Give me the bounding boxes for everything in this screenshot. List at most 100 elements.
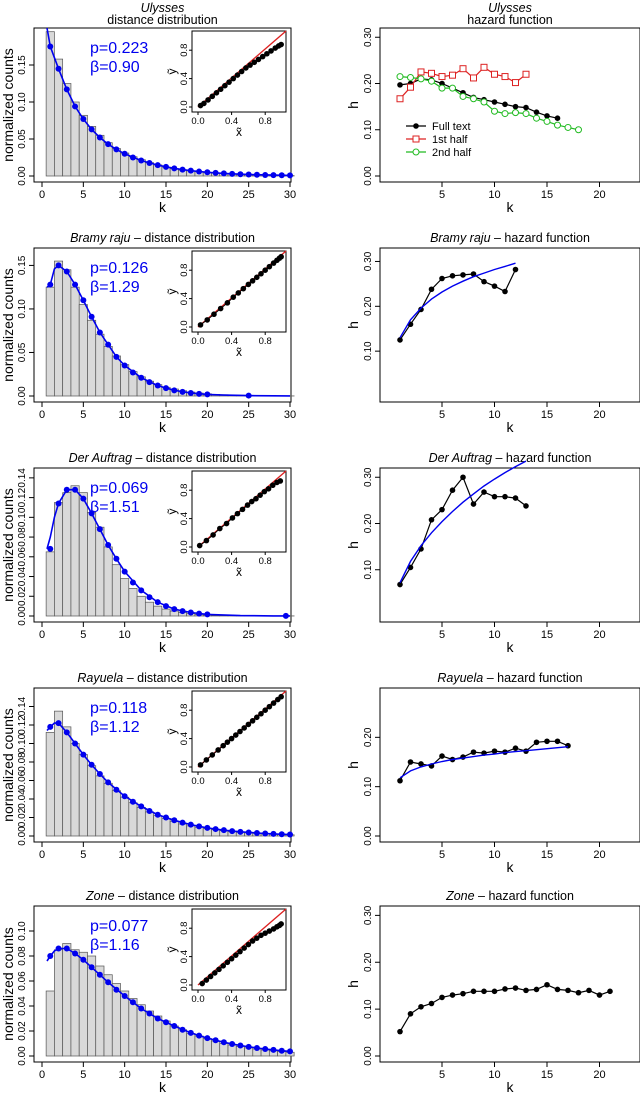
series-point — [407, 1011, 414, 1017]
inset-y-tick-label: 0.4 — [179, 732, 190, 745]
histogram-bar — [70, 485, 80, 617]
fit-point — [163, 1019, 169, 1026]
series-point — [575, 989, 582, 996]
legend-marker — [412, 135, 420, 143]
histogram-bar — [62, 726, 72, 837]
x-axis-label: k — [507, 1079, 515, 1095]
inset-point — [245, 941, 252, 948]
series-point — [459, 92, 467, 100]
inset-x-tick-label: 0.8 — [259, 556, 272, 567]
inset-x-tick-label: 0.0 — [191, 116, 204, 127]
fit-point — [72, 740, 79, 747]
x-tick-label: 30 — [284, 1069, 296, 1081]
inset-y-tick-label: 0.0 — [179, 760, 190, 773]
fit-point — [163, 814, 169, 821]
series-point — [596, 992, 603, 998]
legend-label: 1st half — [432, 134, 468, 146]
fit-point — [146, 379, 153, 386]
histogram-bar — [111, 148, 121, 177]
y-tick-label: 0.10 — [17, 299, 28, 319]
fit-point — [220, 827, 227, 834]
series-point — [491, 988, 498, 995]
fit-point — [129, 798, 136, 805]
inset-point — [253, 274, 260, 281]
y-tick-label: 0.10 — [363, 560, 374, 580]
chart-title-name: Der Auftrag — [69, 451, 133, 465]
fit-point — [121, 362, 128, 369]
fit-point — [253, 171, 260, 178]
inset-point — [269, 482, 276, 489]
series-point — [418, 761, 424, 767]
x-axis-label: k — [159, 859, 167, 875]
fit-point — [129, 369, 136, 376]
histogram-bar — [219, 1043, 229, 1057]
fit-point — [179, 819, 186, 826]
y-axis-label: normalized counts — [0, 268, 16, 382]
x-tick-label: 20 — [593, 189, 605, 201]
x-tick-label: 15 — [160, 189, 172, 201]
fit-point — [237, 1042, 244, 1049]
fit-point — [171, 606, 178, 613]
series-point — [522, 70, 530, 78]
histogram-bar — [87, 126, 97, 177]
series-point — [397, 777, 403, 784]
inset-point — [249, 718, 256, 724]
fit-point — [138, 1005, 145, 1012]
y-tick-label: 0.02 — [17, 586, 28, 606]
histogram-bar — [111, 355, 121, 397]
series-point — [449, 71, 456, 79]
series-point — [428, 1000, 435, 1007]
inset-point — [244, 502, 251, 508]
histogram-bar — [161, 818, 171, 837]
fit-point — [220, 170, 227, 177]
fit-point — [270, 172, 277, 179]
histogram-bar — [62, 492, 72, 617]
hazard-panel-2: Bramy raju – hazard function 5 10 15 20 k 0.10… — [345, 231, 640, 435]
y-tick-label: 0.10 — [363, 120, 374, 140]
fit-point — [129, 999, 136, 1006]
y-axis-label: h — [345, 101, 361, 109]
histogram-bar — [161, 1020, 171, 1057]
inset-point — [251, 59, 258, 66]
inset-x-tick-label: 0.0 — [191, 556, 204, 567]
fit-point — [88, 964, 95, 971]
series-point — [533, 986, 540, 993]
histogram-bar — [153, 1015, 163, 1057]
inset-point — [237, 948, 243, 955]
series-point — [522, 110, 530, 118]
fit-point — [204, 611, 211, 618]
y-tick-label: 0.04 — [17, 566, 28, 586]
series-point — [512, 103, 519, 110]
y-tick-label: 0.04 — [17, 996, 28, 1016]
inset-point — [213, 90, 220, 96]
histogram-bar — [136, 806, 146, 837]
fit-point — [96, 771, 103, 778]
fit-point — [163, 603, 169, 610]
histogram-bar — [95, 134, 105, 177]
histogram-bar — [87, 955, 97, 1057]
series-point — [491, 107, 498, 115]
histogram-bar — [111, 790, 121, 837]
fit-point — [229, 170, 236, 177]
fit-point — [88, 761, 95, 768]
inset-point — [196, 542, 203, 549]
inset-point — [278, 41, 284, 48]
inset-point — [238, 68, 245, 75]
chart-title-rest: – hazard function — [491, 231, 590, 245]
fit-point — [163, 163, 169, 170]
x-tick-label: 5 — [80, 409, 86, 421]
y-tick-label: 0.05 — [17, 342, 28, 362]
x-tick-label: 0 — [39, 409, 45, 421]
series-point — [491, 748, 498, 754]
p-value-label: p=0.118 — [90, 700, 147, 717]
series-point — [396, 73, 404, 81]
series-point — [439, 80, 445, 87]
series-point — [502, 493, 508, 500]
chart-title-rest: – distance distribution — [132, 451, 256, 465]
inset-x-label: x̃ — [236, 565, 242, 579]
series-point — [428, 77, 435, 85]
inset-point — [253, 495, 259, 502]
x-tick-label: 10 — [488, 409, 500, 421]
p-value-label: p=0.223 — [90, 40, 148, 57]
